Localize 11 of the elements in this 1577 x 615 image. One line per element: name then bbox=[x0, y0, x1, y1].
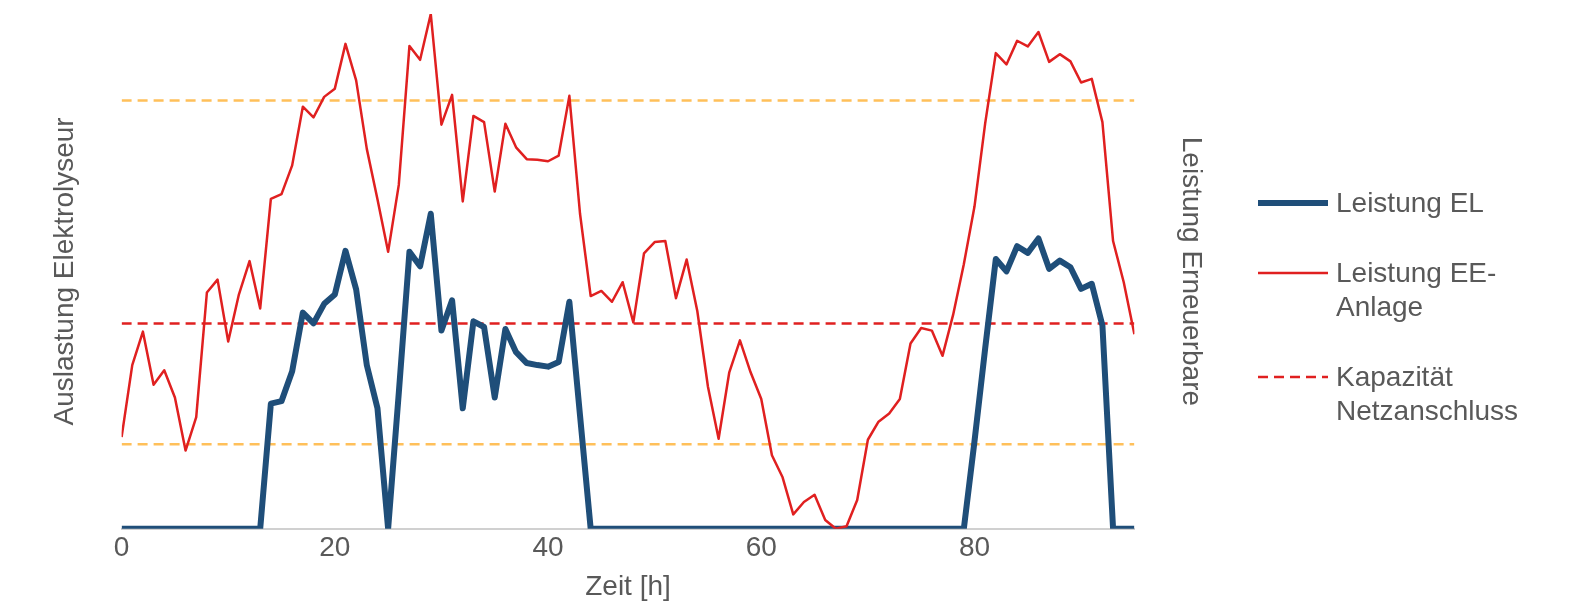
legend-label: Kapazität Netzanschluss bbox=[1336, 360, 1520, 428]
y2-axis-title: Leistung Erneuerbare bbox=[1177, 136, 1209, 407]
legend-label: Leistung EE-Anlage bbox=[1336, 256, 1498, 324]
x-tick-label: 80 bbox=[958, 531, 991, 563]
x-tick-label: 20 bbox=[319, 531, 351, 563]
x-tick-label: 0 bbox=[113, 531, 130, 563]
x-tick-label: 60 bbox=[745, 531, 777, 563]
x-tick-label: 40 bbox=[532, 531, 564, 563]
legend-label: Leistung EL bbox=[1336, 186, 1485, 220]
y-axis-title: Auslastung Elektrolyseur bbox=[47, 117, 79, 426]
x-axis-title: Zeit [h] bbox=[585, 569, 671, 601]
